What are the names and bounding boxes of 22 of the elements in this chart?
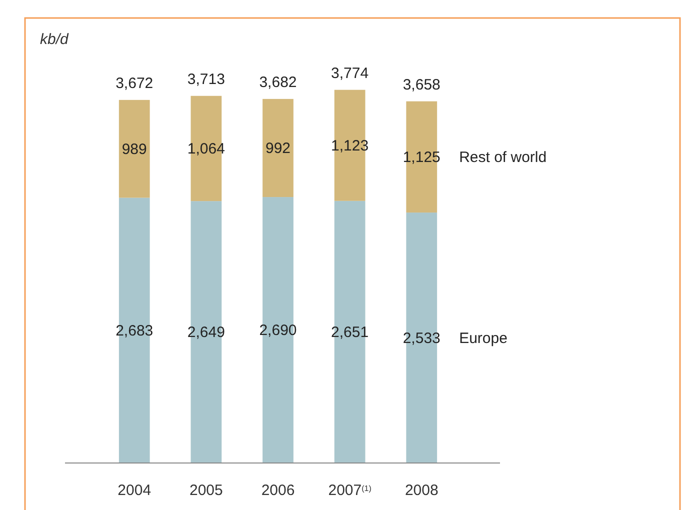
series-label: Europe [459,330,508,347]
x-tick-label: 2005 [190,482,223,499]
x-tick-label: 2004 [118,482,152,499]
total-label: 3,658 [402,76,440,94]
total-label: 3,774 [331,64,369,82]
total-label: 3,672 [116,74,154,92]
data-label: 2,683 [116,322,154,340]
bar [262,98,294,198]
data-label: 2,649 [187,324,225,342]
x-tick-label: 2008 [404,482,438,499]
y-axis-title: kb/d [40,31,70,48]
series-label: Rest of world [459,148,547,166]
data-label: 2,651 [331,324,369,341]
data-label: 989 [122,140,147,158]
data-label: 2,690 [259,322,297,340]
total-label: 3,713 [187,70,225,88]
bar [118,100,150,198]
data-label: 2,533 [402,330,440,347]
data-label: 992 [265,140,291,157]
x-tick-label: 2007$^{(1)}$ [328,482,372,499]
total-label: 3,682 [259,74,297,91]
x-tick-label: 2006 [261,482,295,499]
